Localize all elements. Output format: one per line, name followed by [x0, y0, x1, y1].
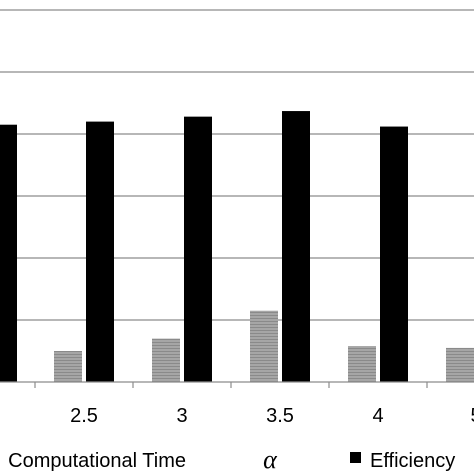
bar-efficiency: [86, 121, 114, 382]
bar-efficiency: [184, 116, 212, 382]
bar-efficiency: [380, 126, 408, 382]
bar-computational-time: [54, 351, 82, 382]
legend-label-computational-time: Computational Time: [8, 450, 186, 472]
legend-swatch-efficiency: [350, 452, 361, 463]
bar-computational-time: [250, 310, 278, 382]
bar-computational-time: [348, 346, 376, 382]
bar-computational-time: [446, 347, 474, 382]
legend-label-efficiency: Efficiency: [370, 450, 455, 472]
bar-efficiency: [282, 111, 310, 382]
x-tick-label: 3: [176, 405, 187, 427]
bar-computational-time: [152, 338, 180, 382]
x-tick-labels: 2.5 3 3.5 4 5: [70, 405, 474, 427]
x-tick-label: 4: [372, 405, 383, 427]
x-tick-label: 3.5: [266, 405, 294, 427]
legend: Computational Time Efficiency: [8, 450, 455, 472]
x-axis-label: α: [263, 445, 278, 474]
x-tick-label: 5: [470, 405, 474, 427]
x-tick-label: 2.5: [70, 405, 98, 427]
bars: [0, 111, 474, 382]
x-axis: [0, 381, 474, 388]
bar-efficiency-partial: [0, 124, 17, 382]
